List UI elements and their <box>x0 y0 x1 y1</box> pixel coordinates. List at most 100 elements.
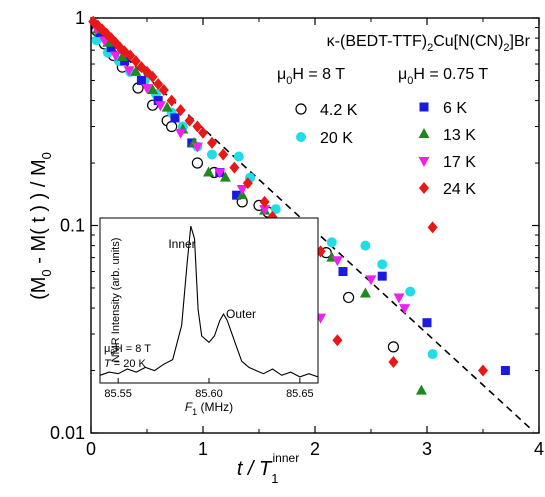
point-6-k <box>422 318 432 328</box>
x-tick-label: 4 <box>534 439 544 459</box>
legend-item-4-2-k: 4.2 K <box>295 102 358 119</box>
point-4-2-k <box>191 157 203 169</box>
point-24-k <box>427 221 438 234</box>
legend-label-4-2-k: 4.2 K <box>320 102 358 119</box>
inset-x-tick-label: 85.55 <box>104 388 132 400</box>
point-17-k <box>110 51 122 62</box>
inset-spectrum-line <box>99 225 319 378</box>
inset-tick-labels: 85.55 85.60 85.65 <box>104 388 313 400</box>
point-20-k <box>270 204 281 215</box>
point-24-k <box>332 334 343 347</box>
point-24-k <box>388 355 399 368</box>
legend-marker-6-k <box>419 102 429 112</box>
inset-x-tick-label: 85.60 <box>195 388 223 400</box>
point-20-k <box>360 240 371 251</box>
point-6-k <box>170 113 180 123</box>
point-6-k <box>153 96 163 106</box>
point-13-k <box>161 101 173 112</box>
point-24-k <box>166 94 177 107</box>
point-17-k <box>191 142 203 153</box>
point-24-k <box>259 195 270 208</box>
point-24-k <box>153 78 164 91</box>
point-17-k <box>141 83 153 94</box>
point-24-k <box>478 364 488 377</box>
point-24-k <box>242 177 253 190</box>
point-6-k <box>106 43 116 53</box>
point-20-k <box>233 151 244 162</box>
point-6-k <box>232 190 242 200</box>
point-4-2-k <box>166 120 178 133</box>
point-20-k <box>377 259 388 270</box>
legend-marker-24-k <box>419 182 429 194</box>
point-6-k <box>500 366 510 376</box>
point-24-k <box>198 126 208 139</box>
point-17-k <box>154 101 166 112</box>
point-13-k <box>203 166 215 177</box>
inset-x-axis-title: F1 (MHz) <box>185 400 233 417</box>
point-24-k <box>125 49 136 62</box>
legend-label-24-k: 24 K <box>443 181 476 198</box>
point-17-k <box>236 184 248 195</box>
legend-item-6-k: 6 K <box>419 100 467 117</box>
main-axis-ticks <box>90 17 540 434</box>
y-tick-label: 0.1 <box>60 216 85 236</box>
main-axis-tick-labels: 0 1 2 3 4 0.01 0.1 1 <box>50 8 544 459</box>
point-17-k <box>331 256 343 267</box>
point-13-k <box>359 287 371 298</box>
point-24-k <box>119 45 130 58</box>
inset-spectrum <box>99 225 319 378</box>
point-13-k <box>147 83 159 94</box>
inset-annotation-inner: Inner <box>168 237 195 251</box>
legend-label-20-k: 20 K <box>320 130 353 147</box>
point-24-k <box>206 136 217 149</box>
point-24-k <box>184 114 195 127</box>
point-17-k <box>259 205 271 216</box>
point-20-k <box>405 286 416 297</box>
legend-label-17-k: 17 K <box>443 154 476 171</box>
legend-marker-4-2-k <box>295 103 307 115</box>
legend-label-6-k: 6 K <box>443 100 467 117</box>
x-tick-label: 3 <box>422 439 432 459</box>
inset-annotation-outer: Outer <box>226 307 256 321</box>
inset-axis-ticks <box>117 378 301 383</box>
point-24-k <box>147 70 158 83</box>
x-tick-label: 1 <box>198 439 208 459</box>
point-17-k <box>393 293 405 304</box>
point-24-k <box>192 120 203 133</box>
point-20-k <box>206 149 217 160</box>
point-4-2-k <box>387 341 399 353</box>
point-13-k <box>415 384 427 395</box>
series-24-k <box>88 15 488 377</box>
inset-y-axis-title: NMR Intensity (arb. units) <box>110 238 122 363</box>
point-24-k <box>175 104 186 117</box>
point-17-k <box>214 168 226 179</box>
x-axis-title: t / T1inner <box>237 451 299 486</box>
point-6-k <box>338 267 348 277</box>
y-tick-label: 0.01 <box>50 423 85 443</box>
inset-condition-temperature: T = 20 K <box>104 358 147 370</box>
point-17-k <box>123 66 135 77</box>
legend-label-13-k: 13 K <box>443 127 476 144</box>
inset-x-tick-label: 85.65 <box>286 388 314 400</box>
legend: 4.2 K 20 K 6 K 13 K 17 K 24 K <box>295 100 476 198</box>
x-tick-label: 0 <box>86 439 96 459</box>
y-axis-title: (M0 - M( t ) ) / M0 <box>28 152 54 300</box>
inset-background <box>100 218 318 383</box>
data-markers <box>88 15 510 395</box>
point-24-k <box>130 55 141 68</box>
inset-condition-field: μ0H = 8 T <box>104 343 151 357</box>
legend-item-13-k: 13 K <box>418 127 476 144</box>
point-24-k <box>218 148 229 161</box>
point-17-k <box>175 128 187 139</box>
point-24-k <box>229 161 240 174</box>
point-24-k <box>158 83 169 96</box>
point-4-2-k <box>343 291 355 304</box>
point-17-k <box>365 275 377 286</box>
point-13-k <box>130 65 142 76</box>
point-20-k <box>91 35 102 46</box>
legend-item-17-k: 17 K <box>418 154 476 171</box>
legend-item-24-k: 24 K <box>419 181 476 198</box>
chart-title: κ-(BEDT-TTF)2Cu[N(CN)2]Br <box>327 33 531 54</box>
legend-marker-17-k <box>418 157 430 167</box>
